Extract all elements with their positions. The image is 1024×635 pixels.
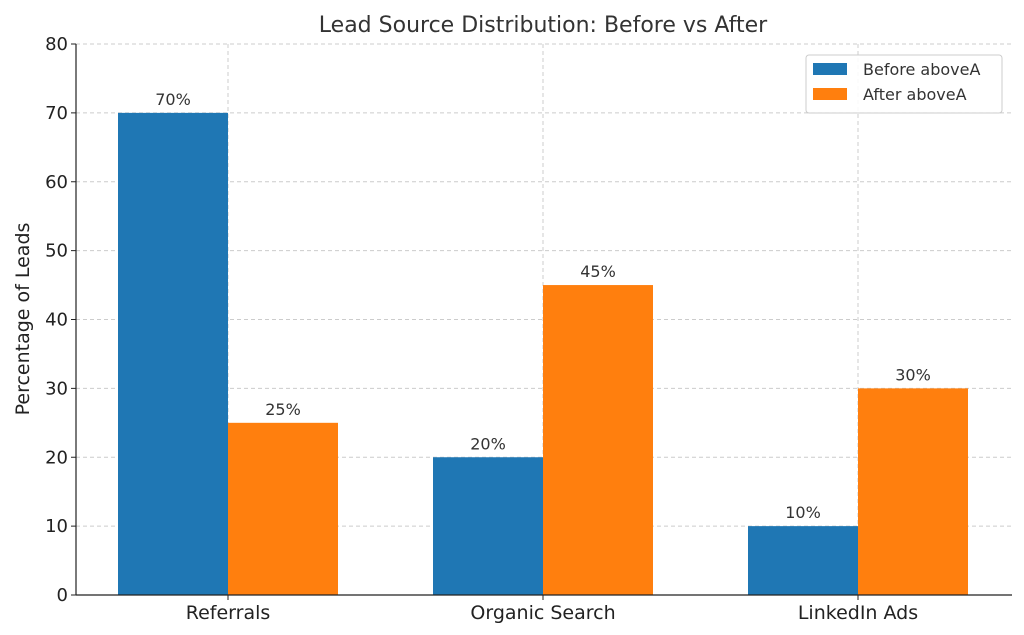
y-tick-label: 20 — [45, 447, 68, 468]
y-tick-label: 60 — [45, 172, 68, 193]
x-tick-label: LinkedIn Ads — [798, 602, 918, 624]
data-labels: 70% 20% 10% 25% 45% 30% — [155, 90, 931, 522]
bar-after-linkedin-ads — [858, 388, 968, 595]
legend-label-before: Before aboveA — [863, 60, 980, 79]
bar-value-label: 20% — [470, 434, 506, 453]
bar-after-organic-search — [543, 285, 653, 595]
x-tick-label: Organic Search — [470, 602, 615, 624]
y-tick-label: 0 — [57, 585, 68, 606]
y-tick-label: 50 — [45, 241, 68, 262]
axis-ticks: 0 10 20 30 40 50 60 70 80 Referrals Organic Search… — [45, 34, 918, 624]
bars — [118, 112, 968, 595]
bar-before-organic-search — [433, 457, 543, 595]
x-tick-label: Referrals — [186, 602, 271, 624]
legend-swatch-after — [813, 88, 847, 100]
legend-label-after: After aboveA — [863, 85, 967, 104]
chart-title: Lead Source Distribution: Before vs Afte… — [319, 13, 768, 38]
bar-before-referrals — [118, 112, 228, 595]
bar-value-label: 45% — [580, 262, 616, 281]
bar-before-linkedin-ads — [748, 526, 858, 595]
y-tick-label: 10 — [45, 516, 68, 537]
bar-value-label: 10% — [785, 503, 821, 522]
y-axis-title: Percentage of Leads — [12, 223, 34, 416]
y-tick-label: 80 — [45, 34, 68, 55]
y-tick-label: 40 — [45, 310, 68, 331]
bar-value-label: 30% — [895, 365, 931, 384]
y-tick-label: 70 — [45, 103, 68, 124]
y-tick-label: 30 — [45, 378, 68, 399]
bar-value-label: 25% — [265, 400, 301, 419]
legend: Before aboveA After aboveA — [805, 54, 1003, 114]
bar-after-referrals — [228, 422, 338, 595]
legend-frame — [805, 54, 1003, 114]
legend-swatch-before — [813, 63, 847, 75]
bar-value-label: 70% — [155, 90, 191, 109]
